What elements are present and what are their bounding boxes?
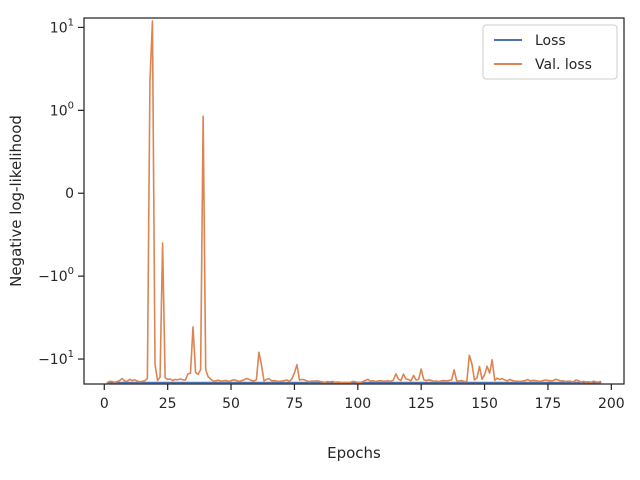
x-tick-label: 125 — [408, 396, 435, 412]
y-axis: 101 100 0 −100 −101 — [38, 17, 84, 368]
y-tick-label: 101 — [50, 17, 74, 36]
y-axis-title: Negative log-likelihood — [7, 115, 25, 287]
x-tick-label: 25 — [159, 396, 177, 412]
legend-label-loss: Loss — [535, 33, 566, 49]
x-tick-label: 175 — [535, 396, 562, 412]
x-tick-label: 200 — [598, 396, 625, 412]
y-tick-label: −101 — [38, 349, 74, 368]
legend-label-val-loss: Val. loss — [535, 57, 592, 73]
y-tick-label: −100 — [38, 266, 74, 285]
y-tick-label: 100 — [50, 100, 74, 119]
x-tick-label: 0 — [100, 396, 109, 412]
legend-box — [482, 24, 618, 80]
legend: Loss Val. loss — [482, 24, 618, 80]
plot-area — [106, 20, 602, 384]
series-line-val-loss — [106, 20, 602, 384]
x-axis-title: Epochs — [327, 444, 381, 462]
y-tick-label: 0 — [65, 186, 74, 202]
x-tick-label: 50 — [222, 396, 240, 412]
x-tick-label: 100 — [344, 396, 371, 412]
x-tick-label: 150 — [471, 396, 498, 412]
x-axis: 0 25 50 75 100 125 150 175 200 — [100, 384, 625, 412]
axes-frame — [83, 17, 625, 385]
x-tick-label: 75 — [286, 396, 304, 412]
